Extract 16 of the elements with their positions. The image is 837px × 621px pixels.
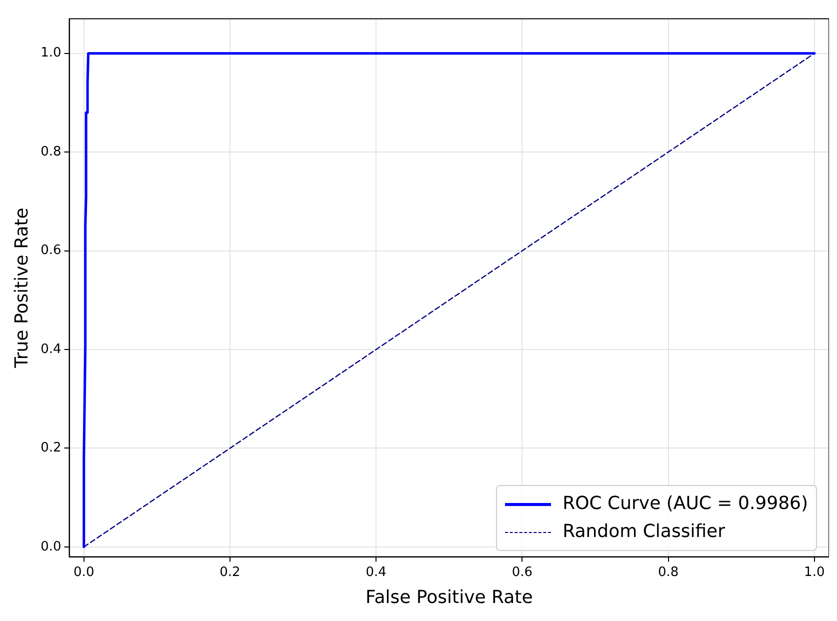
y-axis-title: True Positive Rate	[11, 208, 32, 369]
y-tick-label: 0.0	[40, 539, 62, 554]
x-tick-label: 0.2	[220, 564, 240, 580]
x-tick-label: 0.6	[512, 564, 533, 580]
legend-label: ROC Curve (AUC = 0.9986)	[562, 492, 808, 516]
x-tick-label: 0.0	[74, 564, 94, 580]
x-tick-label: 1.0	[804, 564, 825, 580]
legend-label: Random Classifier	[562, 520, 726, 544]
x-tick-label: 0.4	[366, 564, 386, 580]
y-tick-label: 0.4	[40, 342, 62, 357]
y-tick-label: 0.2	[40, 440, 62, 456]
y-tick-label: 0.6	[40, 243, 62, 258]
x-axis-title: False Positive Rate	[365, 586, 533, 608]
y-tick-label: 0.8	[40, 144, 62, 160]
x-tick-label: 0.8	[658, 564, 679, 580]
y-tick-label: 1.0	[40, 46, 62, 61]
